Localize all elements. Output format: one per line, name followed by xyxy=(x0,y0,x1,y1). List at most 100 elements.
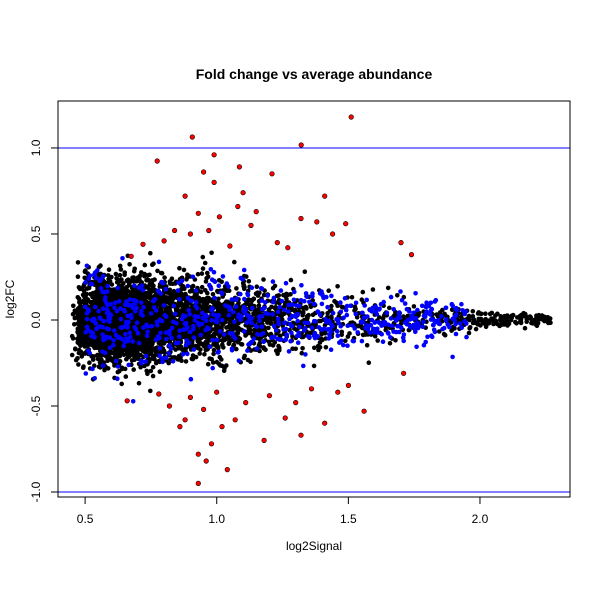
highlighted-point xyxy=(134,320,140,326)
data-point xyxy=(124,292,130,298)
data-point xyxy=(273,305,278,310)
highlighted-point xyxy=(185,325,190,330)
highlighted-point xyxy=(213,312,218,318)
highlighted-point xyxy=(160,356,165,361)
highlighted-point xyxy=(260,331,266,336)
data-point xyxy=(239,342,245,347)
data-point xyxy=(277,345,282,351)
data-point xyxy=(150,364,156,370)
data-point xyxy=(395,293,400,298)
outlier-point xyxy=(236,164,242,170)
data-point xyxy=(144,302,150,308)
data-point xyxy=(92,345,97,351)
highlighted-point xyxy=(187,311,192,317)
data-point xyxy=(510,312,516,318)
data-point xyxy=(257,336,263,341)
highlighted-point xyxy=(375,326,380,332)
outlier-point xyxy=(154,158,160,164)
highlighted-point xyxy=(428,300,434,306)
highlighted-point xyxy=(402,320,408,325)
highlighted-point xyxy=(192,314,197,319)
highlighted-point xyxy=(296,333,302,339)
outlier-point xyxy=(253,209,259,215)
data-point xyxy=(304,314,310,319)
highlighted-point xyxy=(187,329,193,335)
data-point xyxy=(246,279,252,284)
highlighted-point xyxy=(231,309,236,315)
data-point xyxy=(352,304,358,310)
data-point xyxy=(399,321,404,326)
data-point xyxy=(120,286,125,291)
highlighted-point xyxy=(188,298,194,304)
highlighted-point xyxy=(207,282,212,288)
data-point xyxy=(317,340,323,345)
data-point xyxy=(95,356,101,362)
highlighted-point xyxy=(365,326,371,331)
highlighted-point xyxy=(141,325,146,330)
highlighted-point xyxy=(376,319,381,325)
highlighted-point xyxy=(369,309,375,314)
data-point xyxy=(191,331,197,337)
data-point xyxy=(504,313,510,319)
data-point xyxy=(177,266,182,271)
data-point xyxy=(191,310,197,315)
highlighted-point xyxy=(359,338,365,344)
highlighted-point xyxy=(368,323,374,328)
data-point xyxy=(242,317,247,322)
highlighted-point xyxy=(463,309,468,314)
data-point xyxy=(202,341,208,346)
data-point xyxy=(385,285,391,291)
highlighted-point xyxy=(432,319,438,324)
y-tick-label: 0.0 xyxy=(29,311,43,328)
data-point xyxy=(202,260,208,266)
highlighted-point xyxy=(214,319,220,325)
highlighted-point xyxy=(275,336,280,342)
data-point xyxy=(269,304,274,310)
outlier-point xyxy=(343,221,349,227)
highlighted-point xyxy=(304,294,310,300)
data-point xyxy=(197,338,202,344)
highlighted-point xyxy=(255,332,260,337)
data-point xyxy=(244,274,249,279)
highlighted-point xyxy=(186,307,192,313)
highlighted-point xyxy=(254,346,260,351)
highlighted-point xyxy=(388,335,393,340)
highlighted-point xyxy=(98,286,104,291)
outlier-point xyxy=(219,424,225,430)
data-point xyxy=(436,329,442,334)
data-point xyxy=(232,259,237,265)
highlighted-point xyxy=(396,323,401,329)
highlighted-point xyxy=(350,338,356,344)
highlighted-point xyxy=(257,318,262,324)
highlighted-point xyxy=(271,295,277,301)
data-point xyxy=(470,309,476,314)
data-point xyxy=(118,267,124,272)
data-point xyxy=(142,349,148,355)
highlighted-point xyxy=(249,285,255,291)
highlighted-point xyxy=(122,339,128,345)
data-point xyxy=(493,319,499,324)
highlighted-point xyxy=(177,328,182,334)
data-point xyxy=(109,357,115,363)
highlighted-point xyxy=(191,335,197,340)
highlighted-point xyxy=(167,343,172,348)
outlier-point xyxy=(269,171,275,177)
data-point xyxy=(181,267,187,273)
data-point xyxy=(147,296,153,301)
data-point xyxy=(523,311,528,317)
data-point xyxy=(220,321,226,327)
highlighted-point xyxy=(118,316,124,322)
highlighted-point xyxy=(107,345,113,351)
data-point xyxy=(120,366,125,371)
highlighted-point xyxy=(436,321,442,326)
highlighted-point xyxy=(242,329,247,334)
highlighted-point xyxy=(259,306,265,312)
highlighted-point xyxy=(139,358,144,364)
data-point xyxy=(257,340,263,346)
data-point xyxy=(80,334,86,339)
data-point xyxy=(489,318,495,323)
outlier-point xyxy=(216,214,222,220)
data-point xyxy=(150,333,155,338)
data-point xyxy=(339,332,345,338)
